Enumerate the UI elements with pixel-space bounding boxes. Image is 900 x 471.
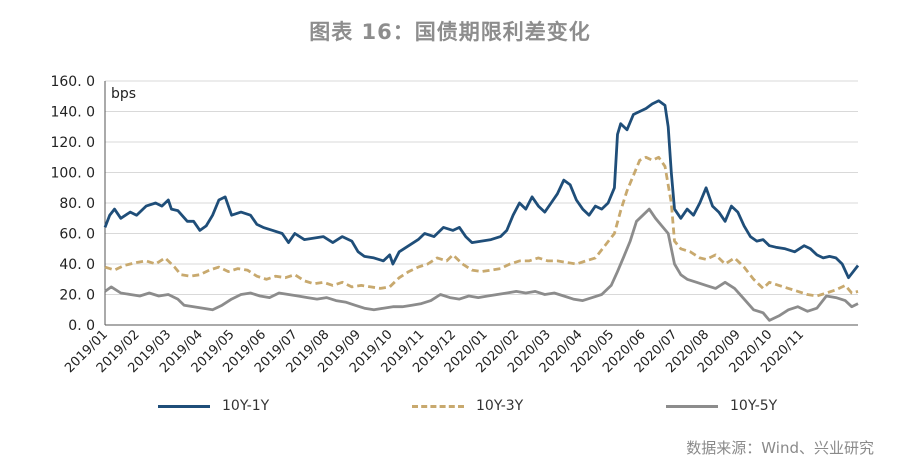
- y-tick-label: 40. 0: [59, 257, 95, 273]
- legend-label-1: 10Y-1Y: [222, 398, 270, 414]
- series-line-10y-5y: [104, 207, 859, 322]
- legend-item-2: 10Y-3Y: [412, 398, 523, 414]
- y-tick-label: 20. 0: [59, 288, 95, 304]
- y-tick-label: 60. 0: [59, 227, 95, 243]
- y-tick-label: 140. 0: [50, 105, 95, 121]
- legend-swatch-3: [666, 404, 718, 408]
- y-tick-label: 120. 0: [50, 135, 95, 151]
- chart-title: 图表 16：国债期限利差变化: [309, 20, 591, 44]
- legend-swatch-2: [412, 404, 464, 408]
- legend-item-3: 10Y-5Y: [666, 398, 777, 414]
- y-tick-label: 160. 0: [50, 74, 95, 90]
- series-line-10y-3y: [104, 155, 859, 298]
- line-chart: 160. 0 140. 0 120. 0 100. 0 80. 0 60. 0 40. 0 2…: [50, 74, 860, 376]
- legend-item-1: 10Y-1Y: [158, 398, 269, 414]
- source-note: 数据来源：Wind、兴业研究: [686, 439, 874, 457]
- y-tick-label: 100. 0: [50, 166, 95, 182]
- y-tick-label: 0. 0: [68, 318, 95, 334]
- unit-label: bps: [111, 86, 136, 102]
- series-line-10y-1y: [103, 99, 860, 280]
- y-tick-label: 80. 0: [59, 196, 95, 212]
- legend: 10Y-1Y 10Y-3Y 10Y-5Y: [0, 398, 900, 422]
- legend-swatch-1: [158, 404, 210, 408]
- legend-label-3: 10Y-5Y: [730, 398, 778, 414]
- legend-label-2: 10Y-3Y: [476, 398, 524, 414]
